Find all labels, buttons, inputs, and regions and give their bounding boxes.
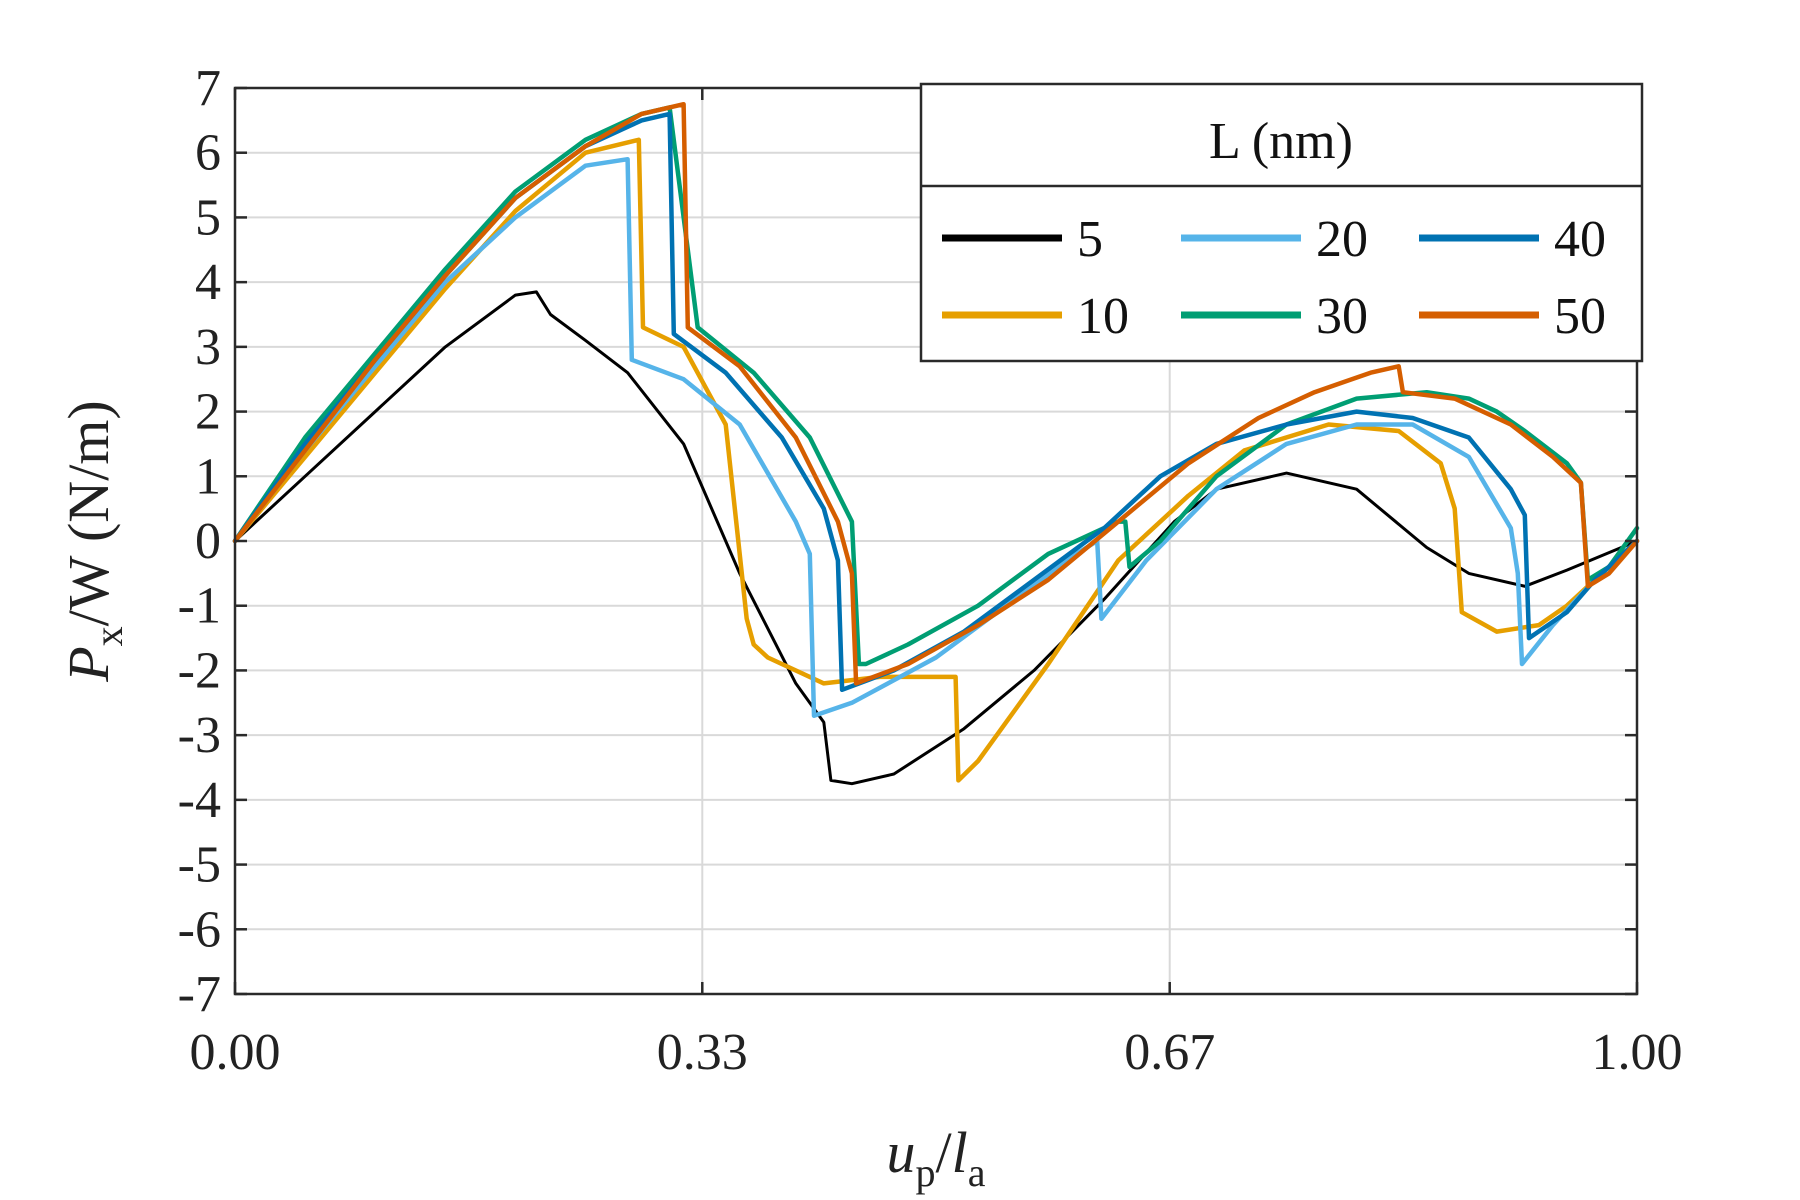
x-axis-label: up/la	[886, 1120, 985, 1195]
y-tick-label: -5	[178, 837, 221, 894]
y-tick-label: 3	[195, 319, 221, 376]
y-axis-label: Px/W (N/m)	[56, 400, 131, 683]
y-tick-label: -4	[178, 772, 221, 829]
y-tick-label: 6	[195, 125, 221, 182]
series-line-30	[232, 105, 1640, 667]
legend-label-20: 20	[1316, 211, 1368, 268]
series-lines	[232, 101, 1640, 786]
y-tick-label: -1	[178, 578, 221, 635]
y-tick-label: -3	[178, 707, 221, 764]
legend-title: L (nm)	[1209, 113, 1353, 170]
x-tick-label: 0.67	[1124, 1024, 1215, 1081]
y-tick-label: 1	[195, 448, 221, 505]
x-label-main: u	[886, 1120, 915, 1185]
y-label-rest: /W (N/m)	[56, 400, 121, 626]
x-label-sub2: a	[968, 1150, 986, 1195]
x-label-sep: /	[935, 1120, 952, 1185]
y-tick-label: -7	[178, 966, 221, 1023]
series-line-10	[232, 137, 1640, 783]
legend-label-10: 10	[1077, 288, 1129, 345]
x-label-sub: p	[915, 1150, 935, 1195]
y-tick-label: 7	[195, 60, 221, 117]
y-tick-label: -6	[178, 901, 221, 958]
series-line-5	[233, 290, 1639, 786]
y-tick-label: 4	[195, 254, 221, 311]
legend-label-5: 5	[1077, 211, 1103, 268]
series-line-50	[232, 101, 1640, 686]
x-tick-label: 1.00	[1592, 1024, 1683, 1081]
legend-label-50: 50	[1554, 288, 1606, 345]
legend: L (nm) 5 10 20 30 40 50	[919, 82, 1644, 363]
y-tick-label: 5	[195, 189, 221, 246]
y-tick-label: -2	[178, 642, 221, 699]
y-label-sub: x	[86, 626, 131, 646]
y-label-main: P	[56, 646, 121, 682]
legend-items: 5 10 20 30 40 50	[942, 211, 1606, 345]
x-tick-label: 0.00	[190, 1024, 281, 1081]
y-tick-label: 2	[195, 384, 221, 441]
x-label-main2: l	[952, 1120, 968, 1185]
legend-label-40: 40	[1554, 211, 1606, 268]
y-tick-label: 0	[195, 513, 221, 570]
legend-label-30: 30	[1316, 288, 1368, 345]
x-tick-label: 0.33	[657, 1024, 748, 1081]
axis-ticks: -7 -6 -5 -4 -3 -2 -1 0 1 2 3 4 5 6 7 0.00 0.33 0.67 1.00	[178, 60, 1683, 1081]
y-axis-label-text: Px/W (N/m)	[56, 400, 131, 683]
